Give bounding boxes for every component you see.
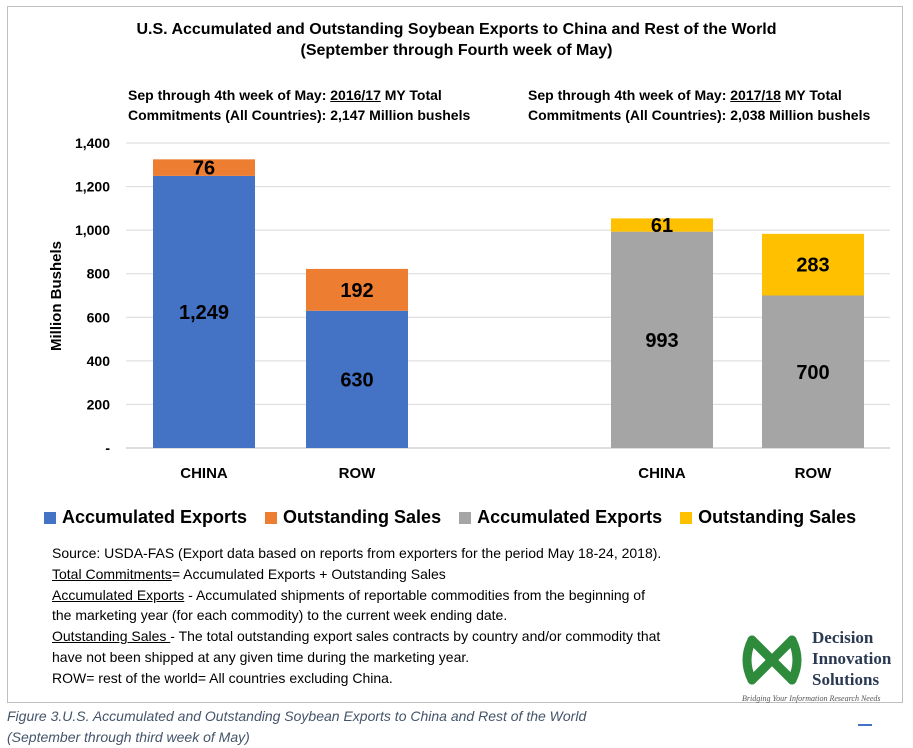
source-notes: Source: USDA-FAS (Export data based on r… (52, 543, 752, 689)
chart-title: U.S. Accumulated and Outstanding Soybean… (136, 21, 777, 38)
figure-caption: Figure 3.U.S. Accumulated and Outstandin… (7, 708, 587, 745)
definition-accumulated-exports-cont: the marketing year (for each commodity) … (52, 607, 508, 624)
data-label: 76 (193, 158, 215, 180)
bar-segment (306, 268, 408, 311)
legend-swatch (265, 511, 278, 524)
bar-segment (153, 159, 255, 176)
y-tick-label: 800 (87, 266, 111, 282)
bar-segment (153, 175, 255, 448)
x-tick-label: ROW (795, 465, 833, 482)
legend-swatch (459, 511, 472, 524)
decision-innovation-logo-icon (742, 635, 802, 685)
data-label: 283 (796, 255, 829, 277)
bar-segment (762, 295, 864, 448)
chart-legend: Accumulated Exports Outstanding Sales Ac… (44, 507, 874, 528)
legend-item-accumulated-2017: Accumulated Exports (459, 507, 662, 528)
bar-segment (306, 310, 408, 448)
x-tick-label: CHINA (638, 465, 686, 482)
y-tick-label: 1,200 (75, 179, 110, 195)
note-2016-17: Sep through 4th week of May: 2016/17 MY … (128, 87, 471, 123)
note-2017-18: Sep through 4th week of May: 2017/18 MY … (528, 87, 871, 123)
definition-accumulated-exports: Accumulated Exports - Accumulated shipme… (52, 586, 645, 603)
legend-item-accumulated-2016: Accumulated Exports (44, 507, 247, 528)
x-tick-label: CHINA (180, 465, 228, 482)
bar-chart: - 200 400 600 800 1,000 1,200 1,400 Million Bush… (48, 135, 890, 482)
y-tick-label: - (105, 440, 110, 456)
data-label: 630 (340, 369, 373, 391)
logo-tagline: Bridging Your Information Research Needs (742, 694, 881, 703)
legend-item-outstanding-2016: Outstanding Sales (265, 507, 441, 528)
y-tick-label: 1,000 (75, 222, 110, 238)
y-axis-label: Million Bushels (48, 241, 65, 351)
y-tick-label: 200 (87, 396, 111, 412)
source-line: Source: USDA-FAS (Export data based on r… (52, 545, 662, 561)
data-label: 61 (651, 215, 673, 237)
data-label: 700 (796, 362, 829, 384)
x-tick-label: ROW (339, 465, 377, 482)
caption-dash-icon (858, 724, 872, 726)
chart-subtitle: (September through Fourth week of May) (300, 42, 613, 59)
definition-total-commitments: Total Commitments= Accumulated Exports +… (52, 565, 446, 582)
legend-item-outstanding-2017: Outstanding Sales (680, 507, 856, 528)
data-label: 1,249 (179, 302, 229, 324)
y-tick-label: 600 (87, 309, 111, 325)
bar-segment (611, 218, 713, 232)
data-label: 192 (340, 280, 373, 302)
definition-row: ROW= rest of the world= All countries ex… (52, 669, 393, 686)
definition-outstanding-sales: Outstanding Sales - The total outstandin… (52, 628, 661, 645)
y-tick-label: 1,400 (75, 135, 110, 151)
bar-segment (762, 233, 864, 296)
legend-swatch (44, 511, 56, 524)
logo-text: Decision Innovation Solutions (812, 628, 892, 689)
data-label: 993 (645, 330, 678, 352)
y-tick-label: 400 (87, 353, 111, 369)
bar-segment (611, 231, 713, 448)
legend-swatch (680, 511, 693, 524)
definition-outstanding-sales-cont: have not been shipped at any given time … (52, 648, 470, 665)
